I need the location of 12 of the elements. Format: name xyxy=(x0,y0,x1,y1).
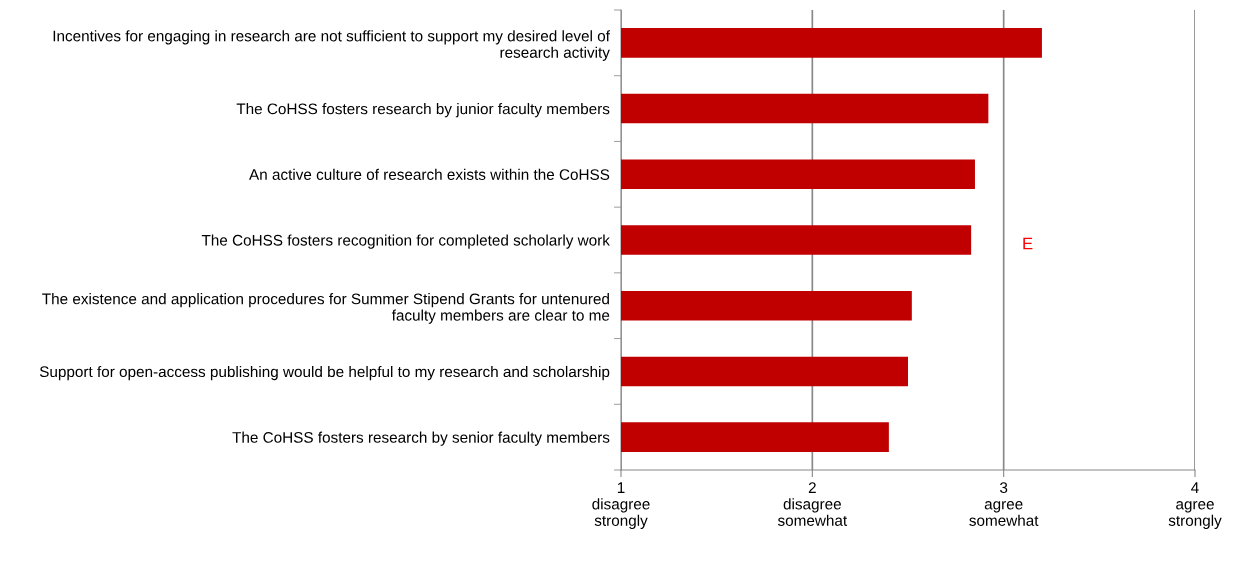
x-tick-label: 4 agree strongly xyxy=(1168,482,1222,529)
x-tick-label: 2 disagree somewhat xyxy=(777,482,848,526)
x-tick-label: 3 agree somewhat xyxy=(969,482,1039,526)
y-tick-label: The CoHSS fosters research by junior faculty members xyxy=(236,103,610,118)
y-tick-label: Incentives for engaging in research are not sufficient to support my desired level of research activity xyxy=(53,30,610,61)
y-tick-label: Support for open-access publishing would be helpful to my research and scholarship xyxy=(39,365,610,381)
y-tick-label: The CoHSS fosters research by senior faculty members xyxy=(232,431,610,446)
y-tick-label: The CoHSS fosters recognition for completed scholarly work xyxy=(201,234,610,249)
annotation: E xyxy=(1023,237,1033,250)
y-tick-label: The existence and application procedures for Summer Stipend Grants for untenured faculty members are clear to me xyxy=(42,293,610,324)
x-tick-label: 1 disagree strongly xyxy=(592,482,650,529)
y-tick-label: An active culture of research exists within the CoHSS xyxy=(249,168,610,180)
